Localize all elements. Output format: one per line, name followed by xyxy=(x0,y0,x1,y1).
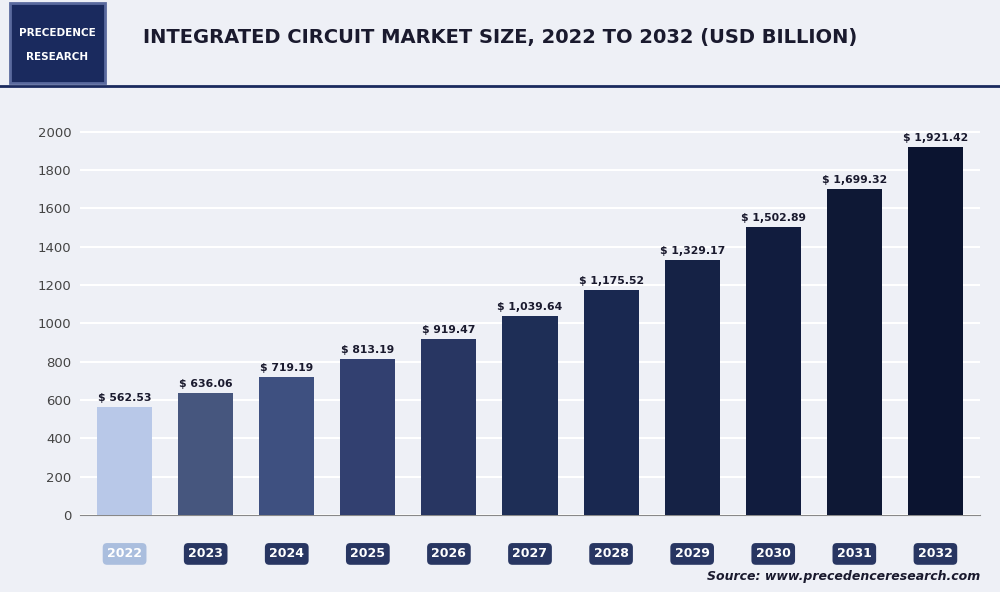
Text: $ 636.06: $ 636.06 xyxy=(179,379,232,390)
Text: $ 1,921.42: $ 1,921.42 xyxy=(903,133,968,143)
Text: RESEARCH: RESEARCH xyxy=(26,52,89,62)
Text: $ 813.19: $ 813.19 xyxy=(341,345,394,355)
Text: Source: www.precedenceresearch.com: Source: www.precedenceresearch.com xyxy=(707,570,980,583)
Bar xyxy=(178,393,233,515)
Bar xyxy=(827,189,882,515)
Text: 2027: 2027 xyxy=(512,548,547,561)
Text: 2028: 2028 xyxy=(594,548,629,561)
Text: $ 1,329.17: $ 1,329.17 xyxy=(660,246,725,256)
Text: $ 919.47: $ 919.47 xyxy=(422,325,476,335)
Bar xyxy=(665,260,720,515)
Text: $ 1,502.89: $ 1,502.89 xyxy=(741,213,806,223)
Text: $ 562.53: $ 562.53 xyxy=(98,393,151,403)
Bar xyxy=(421,339,476,515)
Text: 2022: 2022 xyxy=(107,548,142,561)
Bar xyxy=(502,316,558,515)
Text: 2025: 2025 xyxy=(350,548,385,561)
Text: $ 719.19: $ 719.19 xyxy=(260,363,313,374)
Bar xyxy=(97,407,152,515)
FancyBboxPatch shape xyxy=(10,3,105,83)
Text: $ 1,699.32: $ 1,699.32 xyxy=(822,175,887,185)
Bar xyxy=(340,359,395,515)
Bar xyxy=(259,377,314,515)
Text: 2029: 2029 xyxy=(675,548,710,561)
Text: 2023: 2023 xyxy=(188,548,223,561)
Bar xyxy=(746,227,801,515)
Bar xyxy=(584,289,639,515)
Text: 2024: 2024 xyxy=(269,548,304,561)
Text: PRECEDENCE: PRECEDENCE xyxy=(19,28,96,38)
Text: INTEGRATED CIRCUIT MARKET SIZE, 2022 TO 2032 (USD BILLION): INTEGRATED CIRCUIT MARKET SIZE, 2022 TO … xyxy=(143,27,857,47)
Text: $ 1,039.64: $ 1,039.64 xyxy=(497,302,563,312)
Text: $ 1,175.52: $ 1,175.52 xyxy=(579,276,644,286)
Bar xyxy=(908,147,963,515)
Text: 2030: 2030 xyxy=(756,548,791,561)
Text: 2032: 2032 xyxy=(918,548,953,561)
Text: 2031: 2031 xyxy=(837,548,872,561)
Text: 2026: 2026 xyxy=(431,548,466,561)
